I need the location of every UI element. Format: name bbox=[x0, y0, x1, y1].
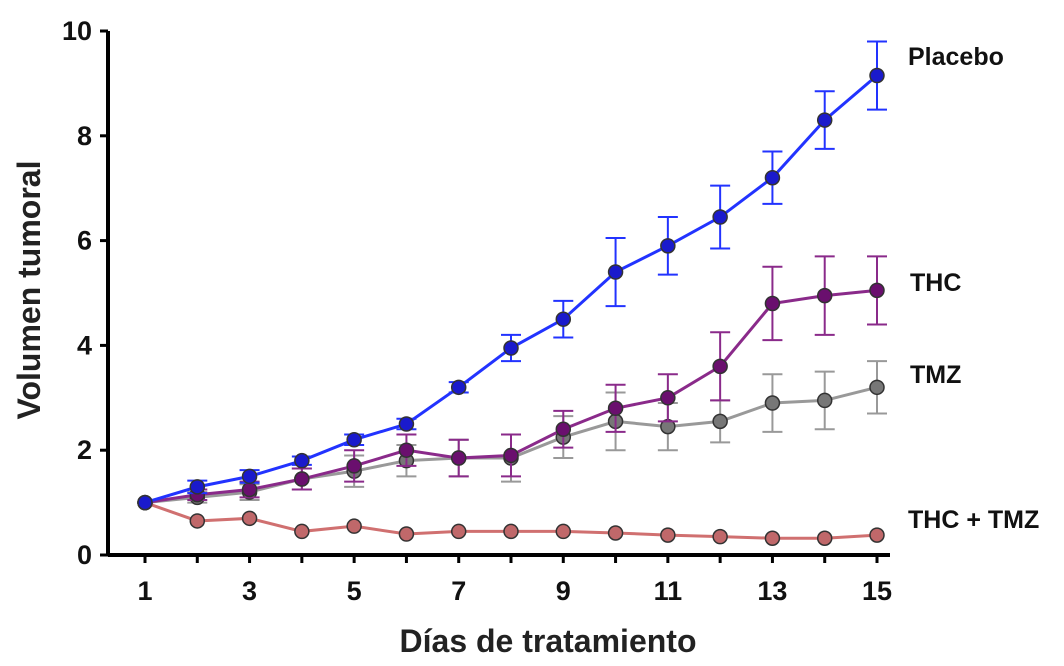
data-point bbox=[764, 295, 781, 312]
data-point bbox=[816, 530, 833, 546]
series-label: TMZ bbox=[910, 361, 961, 389]
labels-layer: Placebo THC TMZ THC + TMZ bbox=[908, 43, 1039, 534]
data-point bbox=[869, 282, 885, 299]
data-point bbox=[607, 264, 624, 280]
data-point bbox=[294, 471, 310, 487]
y-tick-label: 0 bbox=[77, 540, 92, 570]
data-point bbox=[189, 479, 206, 495]
series-thc bbox=[137, 255, 887, 511]
data-point bbox=[607, 400, 624, 417]
y-tick-label: 2 bbox=[77, 435, 92, 465]
data-point bbox=[869, 379, 885, 396]
data-point bbox=[241, 481, 258, 498]
data-point bbox=[450, 450, 467, 466]
x-tick-label: 3 bbox=[242, 576, 257, 606]
data-point bbox=[660, 390, 676, 406]
data-point bbox=[869, 527, 885, 543]
series-label: THC + TMZ bbox=[908, 506, 1039, 534]
data-point bbox=[294, 523, 310, 540]
data-point bbox=[137, 494, 153, 511]
data-point bbox=[660, 527, 676, 543]
data-point bbox=[712, 358, 728, 375]
y-tick-label: 10 bbox=[62, 16, 92, 46]
y-axis-title: Volumen tumoral bbox=[11, 161, 47, 420]
data-point bbox=[660, 238, 676, 254]
y-tick-label: 6 bbox=[77, 226, 92, 256]
data-point bbox=[189, 513, 206, 529]
data-point bbox=[398, 416, 415, 432]
data-point bbox=[450, 379, 467, 396]
series-placebo bbox=[137, 40, 887, 511]
x-tick-label: 15 bbox=[862, 576, 892, 606]
series-label: THC bbox=[910, 269, 961, 297]
series-thc-tmz bbox=[137, 494, 885, 546]
data-point bbox=[712, 413, 728, 430]
data-point bbox=[712, 209, 728, 225]
x-tick-label: 7 bbox=[451, 576, 466, 606]
data-point bbox=[241, 468, 258, 485]
y-tick-label: 8 bbox=[77, 121, 92, 151]
data-point bbox=[764, 395, 781, 411]
data-point bbox=[346, 518, 362, 534]
data-point bbox=[555, 311, 572, 327]
x-tick-label: 5 bbox=[347, 576, 362, 606]
data-point bbox=[764, 169, 781, 186]
data-point bbox=[346, 431, 362, 448]
y-tick-label: 4 bbox=[77, 330, 92, 360]
data-point bbox=[555, 523, 572, 540]
data-point bbox=[816, 112, 833, 128]
data-point bbox=[398, 442, 415, 458]
data-point bbox=[555, 421, 572, 437]
data-point bbox=[450, 523, 467, 540]
data-point bbox=[816, 392, 833, 409]
data-point bbox=[503, 340, 519, 356]
x-axis-title: Días de tratamiento bbox=[400, 623, 697, 659]
x-tick-label: 13 bbox=[757, 576, 787, 606]
data-point bbox=[503, 523, 519, 540]
series-label: Placebo bbox=[908, 43, 1004, 71]
series-layer bbox=[137, 40, 887, 546]
data-point bbox=[712, 528, 728, 545]
x-tick-label: 9 bbox=[556, 576, 571, 606]
data-point bbox=[398, 526, 415, 542]
data-point bbox=[607, 525, 624, 541]
data-point bbox=[346, 458, 362, 474]
x-tick-label: 11 bbox=[654, 576, 683, 606]
data-point bbox=[764, 530, 781, 546]
data-point bbox=[241, 510, 258, 527]
x-tick-label: 1 bbox=[137, 576, 152, 606]
data-point bbox=[294, 452, 310, 469]
data-point bbox=[869, 67, 885, 84]
data-point bbox=[816, 287, 833, 304]
data-point bbox=[503, 447, 519, 464]
